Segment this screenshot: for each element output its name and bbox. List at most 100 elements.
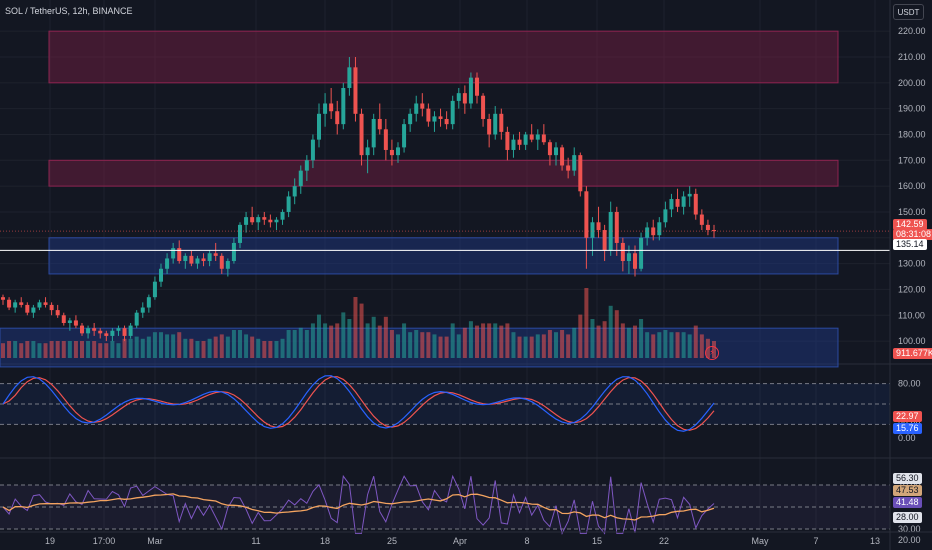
candle-body <box>280 211 285 220</box>
volume-bar <box>73 341 78 358</box>
candle-body <box>572 155 577 171</box>
volume-bar <box>389 330 394 358</box>
time-tick-label: Apr <box>453 536 467 546</box>
lightning-icon[interactable]: ⚡ <box>705 346 719 360</box>
volume-bar <box>499 325 504 358</box>
volume-bar <box>566 334 571 358</box>
stoch-tick-label: 80.00 <box>898 379 921 389</box>
volume-bar <box>159 332 163 358</box>
time-axis[interactable]: 19 17:00 Mar 11 18 25 Apr 8 15 22 May 7 13 <box>0 531 932 546</box>
currency-button[interactable]: USDT <box>893 4 924 20</box>
time-tick-label: 7 <box>813 536 818 546</box>
demand-zone <box>0 327 839 368</box>
candle-body <box>517 139 522 145</box>
stochastic-pane[interactable] <box>0 375 890 432</box>
volume-bar <box>140 338 145 358</box>
time-tick-label: 13 <box>870 536 880 546</box>
candle-body <box>681 196 686 207</box>
volume-bar <box>359 303 364 358</box>
price-tick-label: 130.00 <box>898 259 926 269</box>
rsi-pane[interactable] <box>0 474 890 535</box>
candle-body <box>560 147 565 166</box>
line-price-badge: 135.14 <box>893 239 927 250</box>
candle-body <box>450 100 455 125</box>
candlestick-series[interactable] <box>1 56 716 342</box>
rsi-ma-badge: 47.53 <box>893 485 922 496</box>
volume-bar <box>669 332 674 358</box>
volume-bar <box>37 343 42 358</box>
candle-body <box>335 111 340 125</box>
volume-bar <box>165 334 170 358</box>
volume-bar <box>639 319 644 358</box>
volume-bar <box>323 323 328 358</box>
volume-bar <box>177 332 182 358</box>
candle-body <box>286 196 291 212</box>
candle-body <box>256 217 261 223</box>
candle-body <box>262 217 267 220</box>
volume-bar <box>310 323 315 358</box>
candle-body <box>389 149 394 156</box>
candle-body <box>304 160 309 171</box>
symbol-title[interactable]: SOL / TetherUS, 12h, BINANCE <box>5 6 133 16</box>
candle-body <box>152 281 157 298</box>
price-tick-label: 190.00 <box>898 104 926 114</box>
volume-bar <box>347 319 352 358</box>
volume-bar <box>195 341 200 358</box>
stoch-k-badge: 15.76 <box>893 423 922 434</box>
stoch-k-line <box>2 375 715 432</box>
volume-bars <box>1 288 716 358</box>
volume-bar <box>541 334 546 358</box>
candle-body <box>110 330 115 336</box>
volume-bar <box>493 323 498 358</box>
candle-body <box>468 77 473 104</box>
candle-body <box>341 87 346 125</box>
volume-bar <box>298 327 303 358</box>
candle-body <box>274 219 279 223</box>
volume-bar <box>1 343 5 358</box>
candle-body <box>541 134 546 143</box>
volume-bar <box>274 341 279 358</box>
time-tick-label: 15 <box>592 536 602 546</box>
candle-body <box>213 253 218 256</box>
candle-body <box>359 113 364 156</box>
time-tick-label: 18 <box>320 536 330 546</box>
volume-bar <box>189 338 194 358</box>
candle-body <box>7 299 12 308</box>
candle-body <box>55 310 60 316</box>
volume-bar <box>104 343 109 358</box>
candle-body <box>19 302 24 305</box>
volume-bar <box>341 312 346 358</box>
candle-body <box>140 307 145 313</box>
volume-bar <box>608 305 613 358</box>
candle-body <box>657 222 662 236</box>
volume-bar <box>238 330 242 358</box>
candle-body <box>250 217 255 223</box>
stoch-d-line <box>2 376 715 431</box>
volume-bar <box>687 334 692 358</box>
volume-bar <box>280 338 285 358</box>
price-axis[interactable]: 220.00 210.00 200.00 190.00 180.00 170.00 160.… <box>889 0 926 550</box>
candle-body <box>1 297 5 300</box>
volume-bar <box>128 338 133 358</box>
candle-body <box>402 124 407 148</box>
volume-bar <box>475 325 479 358</box>
volume-bar <box>529 336 534 358</box>
volume-bar <box>256 338 261 358</box>
volume-bar <box>335 323 340 358</box>
candle-body <box>481 95 486 119</box>
candle-body <box>529 134 534 140</box>
candle-body <box>408 113 413 125</box>
candle-body <box>377 118 382 130</box>
rsi-top-badge: 56.30 <box>893 473 922 484</box>
volume-bar <box>511 332 516 358</box>
candle-body <box>578 155 583 192</box>
candle-body <box>584 191 589 238</box>
horizontal-price-line[interactable] <box>0 230 890 251</box>
volume-bar <box>681 332 686 358</box>
candle-body <box>566 165 571 171</box>
volume-bar <box>481 323 486 358</box>
candle-body <box>231 242 236 262</box>
volume-bar <box>286 330 291 358</box>
volume-bar <box>329 325 334 358</box>
